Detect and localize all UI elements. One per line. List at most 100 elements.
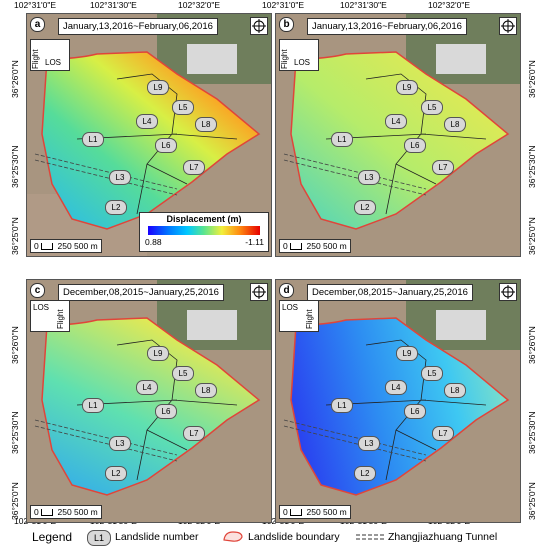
boundary-legend-icon <box>223 531 243 542</box>
colorbar: Displacement (m) 0.88 -1.11 <box>139 212 269 252</box>
date-range: January,13,2016~February,06,2016 <box>307 18 467 35</box>
landslide-label-l8: L8 <box>195 117 217 132</box>
lon-label-top-4: 102°31'0"E <box>262 0 305 10</box>
lat-label-right-1: 36°26'0"N <box>527 60 537 98</box>
map-c <box>27 280 271 522</box>
landslide-label-l7: L7 <box>183 160 205 175</box>
landslide-label-l4: L4 <box>385 114 407 129</box>
scale-text: 250 500 m <box>57 241 98 251</box>
landslide-label-l8: L8 <box>444 117 466 132</box>
los-indicator: LOS Flight <box>279 300 319 332</box>
scale-zero: 0 <box>34 241 39 251</box>
landslide-label-l1: L1 <box>331 132 353 147</box>
compass-icon <box>250 283 268 301</box>
los-los: LOS <box>282 303 299 312</box>
lat-label-right-3: 36°25'0"N <box>527 217 537 255</box>
scale-text: 250 500 m <box>57 507 98 517</box>
landslide-label-l5: L5 <box>421 100 443 115</box>
scale-bar: 0 250 500 m <box>279 239 351 253</box>
lat-label-left-4: 36°26'0"N <box>10 326 20 364</box>
landslide-label-l3: L3 <box>358 436 380 451</box>
lat-label-left-5: 36°25'30"N <box>10 411 20 454</box>
legend-title: Legend <box>32 530 73 544</box>
los-los: LOS <box>294 58 311 67</box>
landslide-label-l1: L1 <box>82 398 104 413</box>
landslide-label-l1: L1 <box>331 398 353 413</box>
lon-label-top-2: 102°31'30"E <box>90 0 137 10</box>
landslide-label-l7: L7 <box>432 426 454 441</box>
tunnel-legend-icon <box>356 534 384 540</box>
los-flight: Flight <box>280 49 289 69</box>
panel-a: a January,13,2016~February,06,2016 Fligh… <box>26 13 272 257</box>
landslide-label-l3: L3 <box>109 170 131 185</box>
scale-ticks <box>290 509 303 517</box>
scale-zero: 0 <box>283 241 288 251</box>
scale-bar: 0 250 500 m <box>30 505 102 519</box>
landslide-label-l4: L4 <box>385 380 407 395</box>
date-range: December,08,2015~January,25,2016 <box>58 284 224 301</box>
date-range: January,13,2016~February,06,2016 <box>58 18 218 35</box>
los-indicator: LOS Flight <box>30 300 70 332</box>
lat-label-right-2: 36°25'30"N <box>527 145 537 188</box>
landslide-label-l7: L7 <box>432 160 454 175</box>
lat-label-left-1: 36°26'0"N <box>10 60 20 98</box>
lon-label-top-3: 102°32'0"E <box>178 0 221 10</box>
scale-ticks <box>41 243 54 251</box>
scale-text: 250 500 m <box>306 241 347 251</box>
panel-letter: a <box>30 17 45 32</box>
scale-ticks <box>41 509 54 517</box>
legend: Legend L1 Landslide number Landslide bou… <box>0 528 540 548</box>
lat-label-right-4: 36°26'0"N <box>527 326 537 364</box>
landslide-label-l8: L8 <box>444 383 466 398</box>
los-flight: Flight <box>305 309 314 329</box>
lon-label-top-6: 102°32'0"E <box>428 0 471 10</box>
lat-label-right-6: 36°25'0"N <box>527 482 537 520</box>
scale-zero: 0 <box>283 507 288 517</box>
los-indicator: Flight LOS <box>30 39 70 71</box>
landslide-label-l6: L6 <box>155 138 177 153</box>
legend-landslide-symbol: L1 <box>87 530 111 546</box>
panel-letter: d <box>279 283 294 298</box>
landslide-label-l6: L6 <box>404 138 426 153</box>
los-los: LOS <box>33 303 50 312</box>
lat-label-left-2: 36°25'30"N <box>10 145 20 188</box>
compass-icon <box>250 17 268 35</box>
lon-label-top-5: 102°31'30"E <box>340 0 387 10</box>
legend-tunnel: Zhangjiazhuang Tunnel <box>388 531 498 543</box>
scale-zero: 0 <box>34 507 39 517</box>
landslide-label-l1: L1 <box>82 132 104 147</box>
compass-icon <box>499 17 517 35</box>
landslide-label-l6: L6 <box>155 404 177 419</box>
landslide-label-l2: L2 <box>105 200 127 215</box>
landslide-label-l5: L5 <box>421 366 443 381</box>
landslide-label-l2: L2 <box>105 466 127 481</box>
lon-label-top-1: 102°31'0"E <box>14 0 57 10</box>
panel-c: c December,08,2015~January,25,2016 LOS F… <box>26 279 272 523</box>
landslide-label-l3: L3 <box>358 170 380 185</box>
date-range: December,08,2015~January,25,2016 <box>307 284 473 301</box>
scale-ticks <box>290 243 303 251</box>
landslide-label-l2: L2 <box>354 466 376 481</box>
los-indicator: Flight LOS <box>279 39 319 71</box>
landslide-label-l4: L4 <box>136 114 158 129</box>
landslide-label-l9: L9 <box>396 346 418 361</box>
landslide-label-l5: L5 <box>172 100 194 115</box>
panel-letter: b <box>279 17 294 32</box>
landslide-label-l9: L9 <box>396 80 418 95</box>
scale-text: 250 500 m <box>306 507 347 517</box>
scale-bar: 0 250 500 m <box>30 239 102 253</box>
landslide-label-l2: L2 <box>354 200 376 215</box>
legend-landslide-number: Landslide number <box>115 531 199 543</box>
landslide-label-l3: L3 <box>109 436 131 451</box>
landslide-label-l4: L4 <box>136 380 158 395</box>
los-los: LOS <box>45 58 62 67</box>
panel-b: b January,13,2016~February,06,2016 Fligh… <box>275 13 521 257</box>
legend-landslide-boundary: Landslide boundary <box>248 531 340 543</box>
lat-label-right-5: 36°25'30"N <box>527 411 537 454</box>
scale-bar: 0 250 500 m <box>279 505 351 519</box>
lat-label-left-3: 36°25'0"N <box>10 217 20 255</box>
los-flight: Flight <box>56 309 65 329</box>
compass-icon <box>499 283 517 301</box>
colorbar-min: 0.88 <box>145 237 162 247</box>
panel-d: d December,08,2015~January,25,2016 LOS F… <box>275 279 521 523</box>
